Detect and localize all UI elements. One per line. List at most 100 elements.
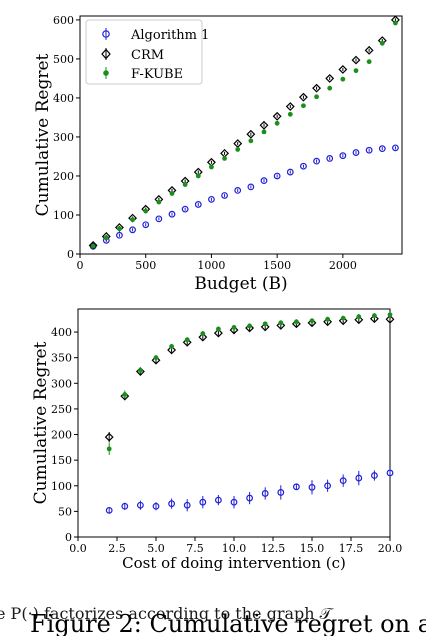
cost-algorithm-1-point — [214, 496, 222, 504]
cost-crm-point — [276, 320, 286, 330]
budget-f-kube-point — [366, 59, 372, 65]
budget-algorithm-1-point — [378, 145, 386, 153]
cost-algorithm-1-point — [371, 472, 378, 479]
budget-crm-point — [338, 65, 348, 74]
x-axis-label: Cost of doing intervention (c) — [122, 554, 346, 572]
caption-overlap-text: e P(·) factorizes according to the graph… — [0, 604, 335, 623]
budget-f-kube-point — [195, 173, 201, 179]
budget-algorithm-1-point — [181, 205, 189, 213]
budget-algorithm-1-point — [155, 215, 163, 223]
budget-crm-point — [285, 102, 295, 111]
cost-crm-point — [104, 432, 114, 442]
budget-f-kube-point — [353, 68, 359, 74]
budget-f-kube-point — [130, 217, 135, 223]
budget-algorithm-1-point — [194, 201, 202, 208]
budget-f-kube-point — [117, 226, 122, 232]
x-tick-label: 5.0 — [147, 542, 165, 555]
y-tick-label: 400 — [51, 326, 72, 339]
cost-algorithm-1-point — [168, 500, 176, 508]
cost-algorithm-1-point — [121, 502, 129, 510]
y-tick-label: 300 — [53, 131, 74, 144]
cost-crm-point — [198, 332, 208, 342]
cost-f-kube-point — [294, 319, 299, 325]
x-tick-label: 17.5 — [339, 542, 364, 555]
legend-item-fkube: F-KUBE — [103, 67, 183, 82]
cost-algorithm-1-point — [324, 482, 332, 490]
budget-f-kube-point — [314, 94, 319, 100]
y-tick-label: 500 — [53, 53, 74, 66]
y-tick-label: 0 — [65, 531, 72, 544]
cost-f-kube-point — [372, 313, 377, 319]
legend: Algorithm 1 CRM F-KUBE — [85, 19, 209, 85]
cost-crm-point — [229, 325, 239, 335]
x-tick-label: 0 — [77, 259, 84, 272]
cost-crm-point — [245, 323, 255, 333]
cost-f-kube-point — [169, 344, 175, 349]
cost-algorithm-1-point — [136, 501, 144, 509]
budget-f-kube-point — [182, 182, 188, 187]
cost-crm-point — [260, 322, 270, 332]
cost-crm-point — [182, 337, 192, 347]
cost-f-kube-point — [356, 314, 362, 320]
budget-f-kube-point — [156, 199, 162, 205]
cost-f-kube-point — [247, 323, 253, 329]
y-tick-label: 600 — [53, 14, 74, 27]
y-tick-label: 350 — [51, 352, 72, 365]
chart-intervention-cost: 0.0 2.5 5.0 7.5 10.0 12.5 15.0 17.5 20.0 0 50 100 15… — [31, 308, 402, 572]
budget-f-kube-point — [340, 76, 346, 82]
cost-algorithm-1-point — [199, 498, 207, 506]
cost-crm-point — [120, 391, 130, 401]
budget-algorithm-1-point — [168, 210, 176, 218]
x-tick-label: 10.0 — [222, 542, 247, 555]
cost-crm-point — [151, 355, 161, 365]
cost-crm-point — [385, 314, 395, 324]
cost-f-kube-point — [153, 355, 159, 361]
budget-crm-point — [364, 45, 374, 55]
legend-box — [85, 19, 203, 85]
y-tick-label: 200 — [53, 170, 74, 183]
cost-f-kube-point — [216, 326, 221, 332]
budget-algorithm-1-point — [273, 172, 281, 180]
budget-crm-point — [101, 231, 111, 241]
budget-crm-point — [325, 73, 335, 83]
budget-crm-point — [88, 240, 98, 250]
y-tick-label: 100 — [53, 209, 74, 222]
legend-label: CRM — [131, 48, 164, 63]
x-tick-label: 1500 — [263, 259, 291, 272]
cost-algorithm-1-point — [386, 469, 394, 477]
cost-crm-point — [213, 328, 223, 338]
budget-f-kube-point — [143, 208, 149, 214]
cost-f-kube-point — [184, 337, 190, 343]
cost-algorithm-1-point — [308, 483, 316, 491]
legend-label: Algorithm 1 — [130, 28, 209, 43]
cost-f-kube-point — [262, 321, 268, 327]
cost-algorithm-1-point — [293, 483, 300, 491]
budget-algorithm-1-point — [392, 144, 399, 152]
cost-f-kube-point — [278, 320, 284, 326]
legend-item-crm: CRM — [101, 48, 164, 63]
x-tick-label: 0.0 — [69, 542, 87, 555]
budget-f-kube-point — [222, 156, 227, 161]
figure-caption: Figure 2: Cumulative regret on a — [30, 610, 426, 636]
legend-marker — [103, 70, 109, 76]
y-axis-label: Cumulative Regret — [31, 341, 51, 504]
budget-f-kube-point — [169, 191, 175, 196]
budget-crm-point — [246, 129, 256, 139]
budget-algorithm-1-point — [326, 155, 334, 162]
budget-algorithm-1-point — [286, 168, 294, 176]
budget-algorithm-1-point — [208, 195, 215, 203]
budget-f-kube-point — [209, 164, 214, 170]
cost-f-kube-point — [106, 446, 112, 452]
legend-marker — [102, 30, 110, 38]
cost-f-kube-point — [122, 392, 128, 397]
y-tick-label: 250 — [51, 403, 72, 416]
budget-crm-point — [259, 120, 269, 130]
budget-crm-point — [351, 55, 361, 65]
cost-crm-point — [369, 314, 379, 324]
cost-crm-point — [307, 318, 317, 328]
budget-f-kube-point — [90, 243, 96, 249]
budget-f-kube-point — [274, 120, 280, 126]
budget-f-kube-point — [261, 129, 267, 135]
budget-algorithm-1-point — [300, 162, 307, 170]
x-tick-label: 12.5 — [261, 542, 286, 555]
